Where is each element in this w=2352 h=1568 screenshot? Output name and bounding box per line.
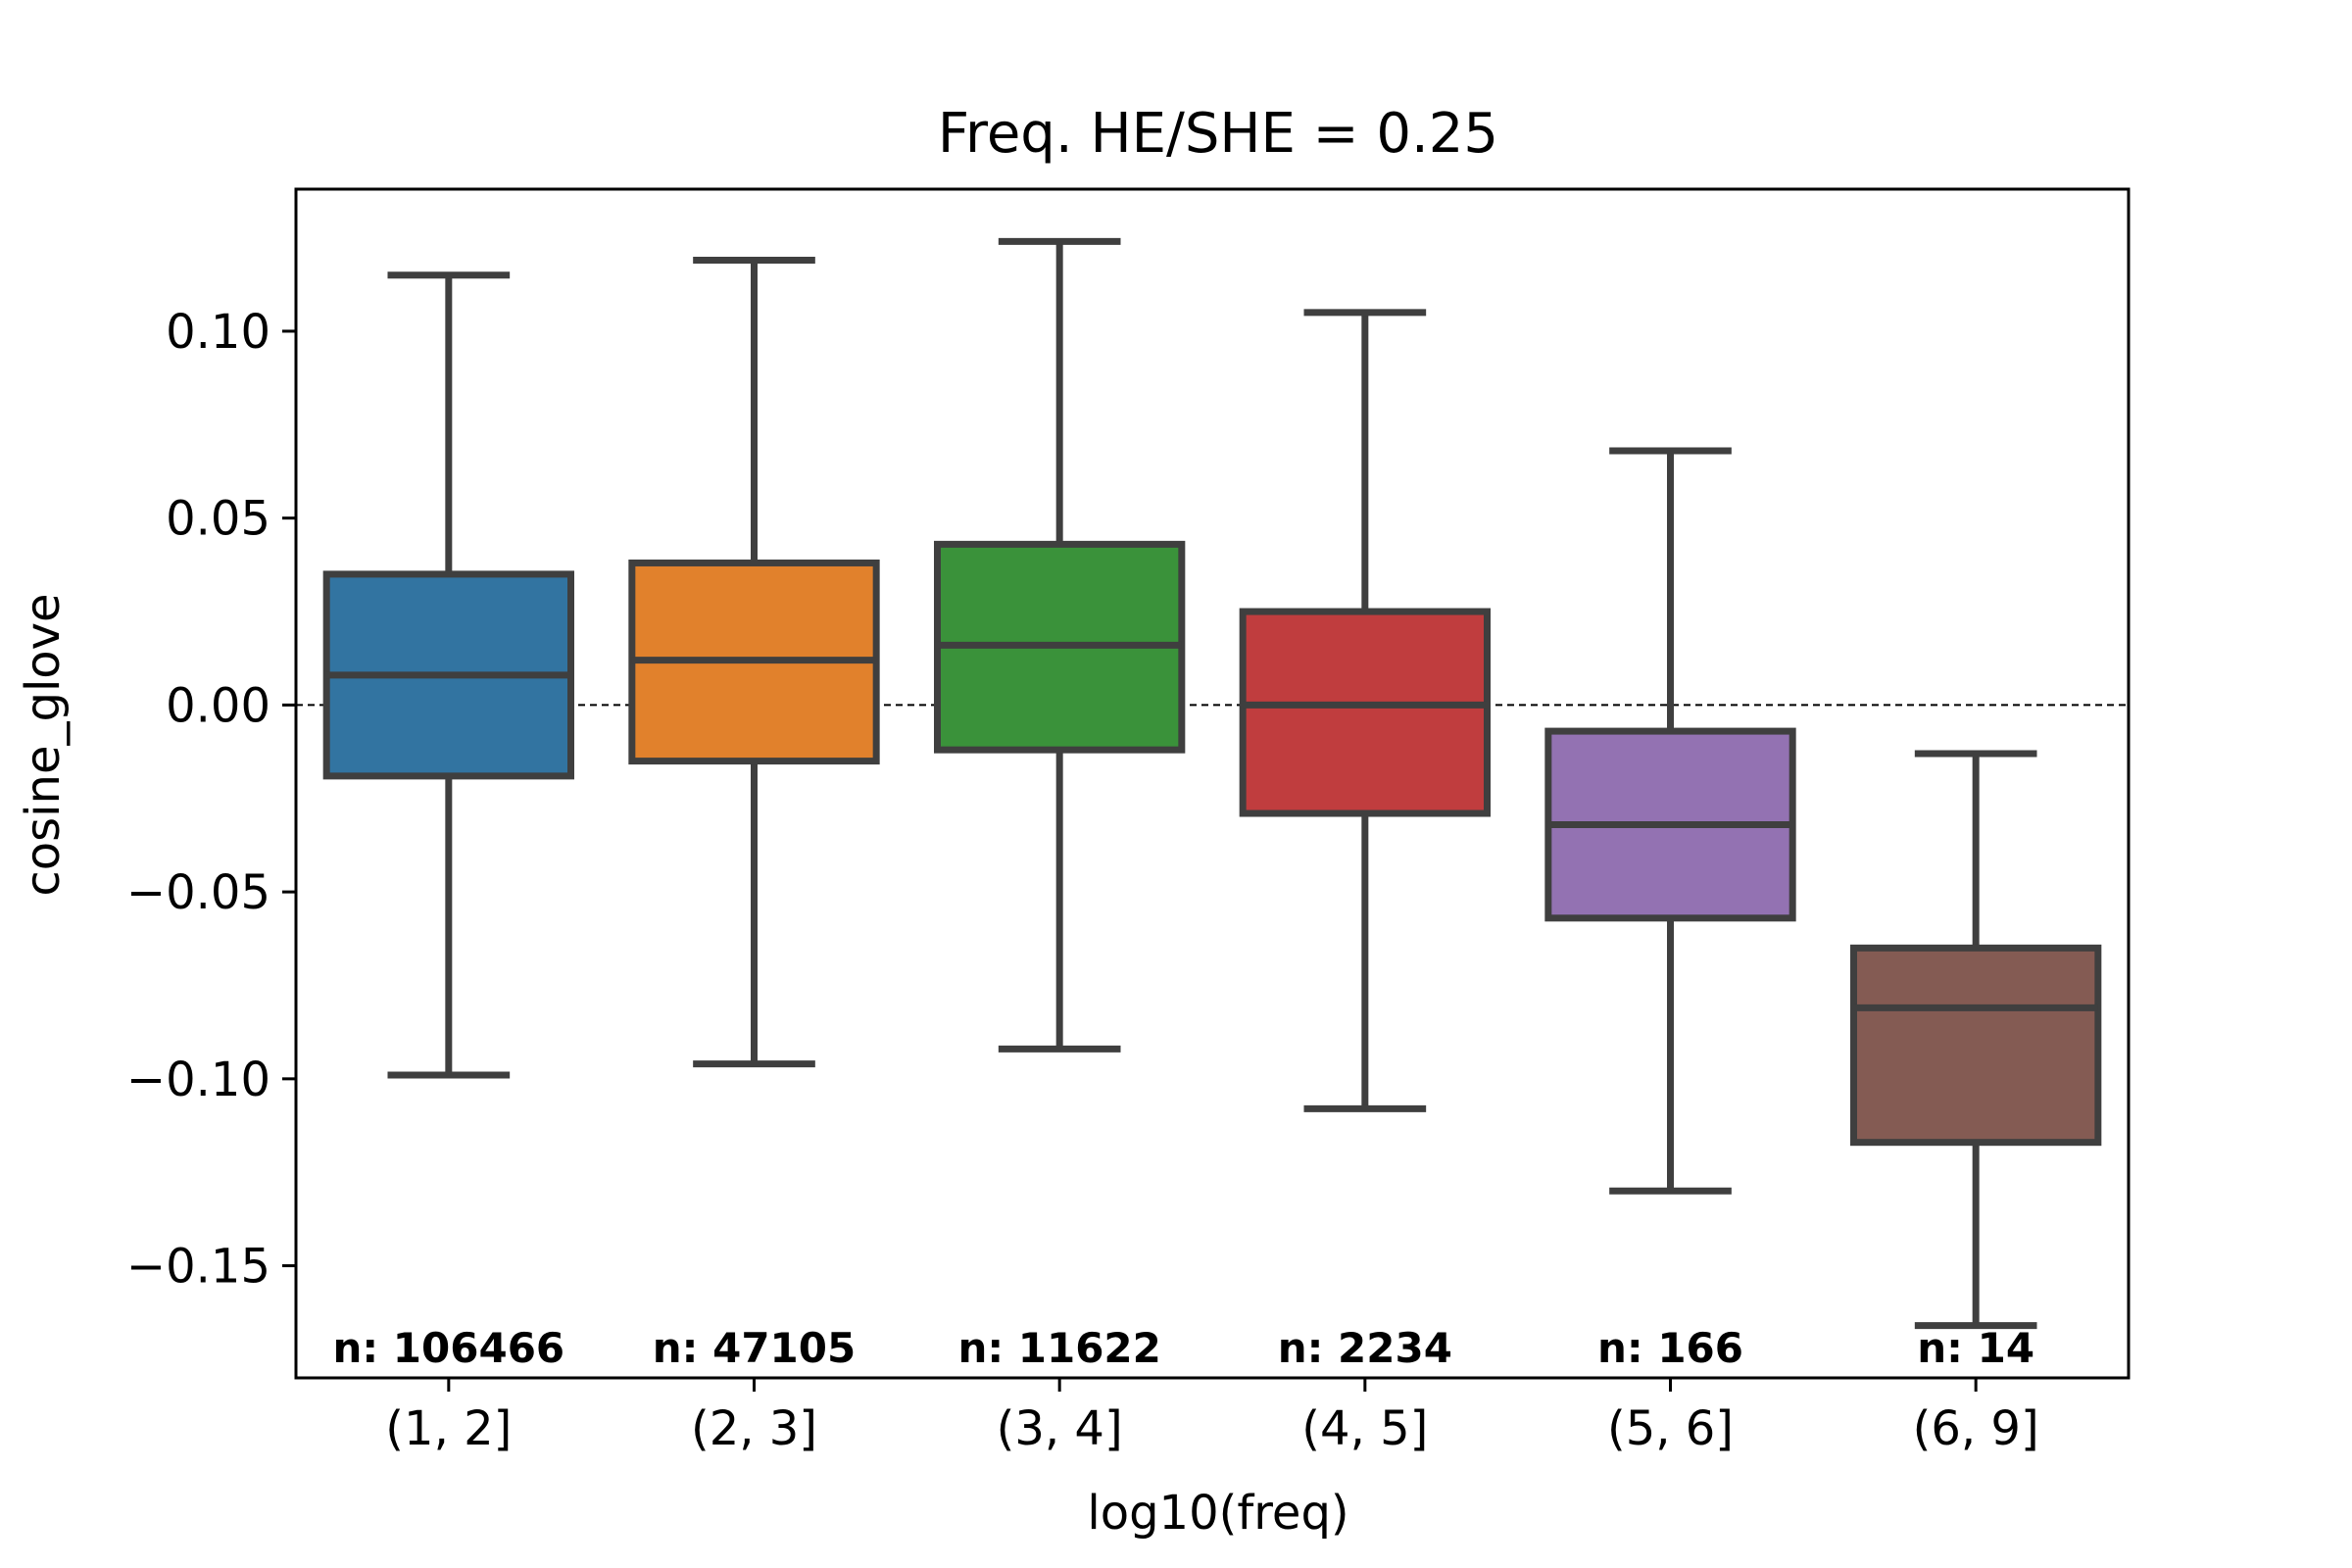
count-label: n: 166 bbox=[1597, 1324, 1743, 1372]
count-label: n: 14 bbox=[1917, 1324, 2034, 1372]
y-tick-label: 0.05 bbox=[166, 492, 270, 547]
x-tick-label: (1, 2] bbox=[385, 1401, 512, 1456]
x-axis-label: log10(freq) bbox=[1087, 1486, 1348, 1541]
box-4 bbox=[1239, 608, 1491, 817]
y-tick-label: −0.10 bbox=[126, 1053, 270, 1107]
y-axis-label: cosine_glove bbox=[16, 593, 71, 896]
y-tick-label: −0.15 bbox=[126, 1240, 270, 1295]
count-label: n: 106466 bbox=[332, 1324, 564, 1372]
y-tick-label: 0.00 bbox=[166, 678, 270, 733]
x-tick-label: (6, 9] bbox=[1913, 1401, 2039, 1456]
x-tick-label: (4, 5] bbox=[1301, 1401, 1428, 1456]
count-label: n: 2234 bbox=[1278, 1324, 1452, 1372]
y-tick-label: 0.10 bbox=[166, 305, 270, 360]
chart-title: Freq. HE/SHE = 0.25 bbox=[938, 102, 1498, 166]
x-tick-label: (3, 4] bbox=[997, 1401, 1123, 1456]
box-6 bbox=[1850, 944, 2102, 1147]
x-tick-label: (2, 3] bbox=[691, 1401, 817, 1456]
count-label: n: 11622 bbox=[957, 1324, 1160, 1372]
count-label: n: 47105 bbox=[653, 1324, 856, 1372]
plot-frame bbox=[294, 187, 2131, 1380]
plot-area: n: 106466 n: 47105 n: 11622 n: 2234 n: 166 n:… bbox=[126, 187, 2131, 1456]
x-tick-label: (5, 6] bbox=[1607, 1401, 1734, 1456]
y-tick-label: −0.05 bbox=[126, 865, 270, 920]
